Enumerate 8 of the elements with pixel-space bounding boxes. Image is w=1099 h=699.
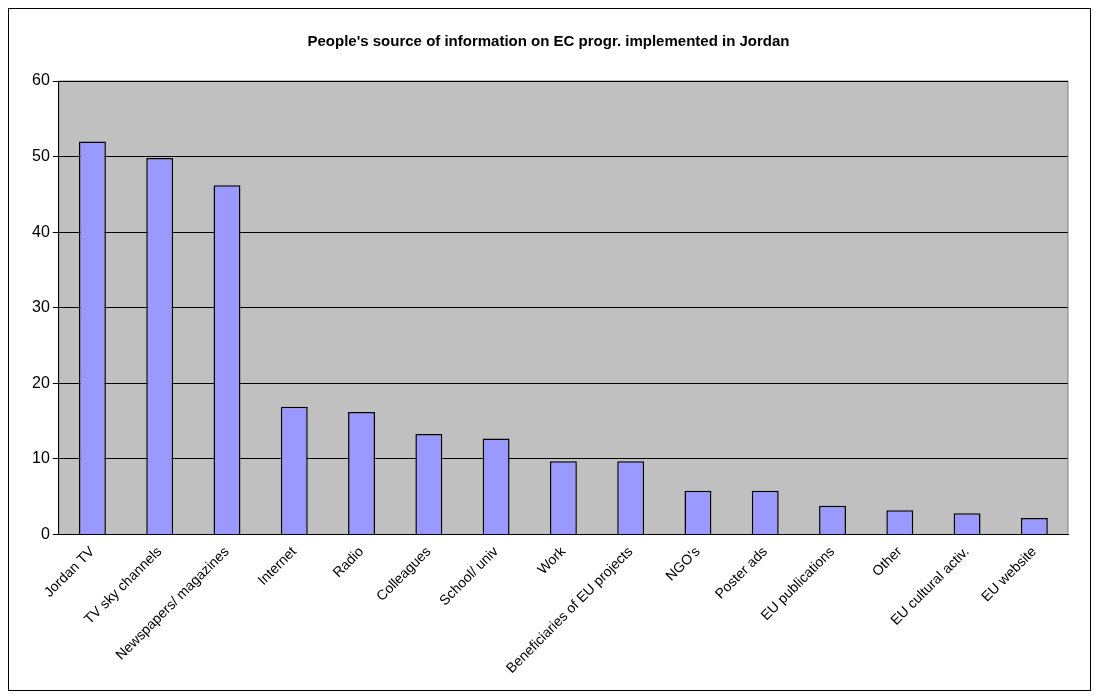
y-tick-label: 40 xyxy=(32,222,50,240)
y-tick-label: 30 xyxy=(32,298,50,316)
y-tick-label: 20 xyxy=(32,373,50,391)
y-tick-label: 0 xyxy=(40,524,50,542)
y-tick-label: 10 xyxy=(32,449,50,467)
chart-title: People's source of information on EC progr. implemented in Jordan xyxy=(307,32,790,50)
y-tick-label: 50 xyxy=(32,146,50,164)
y-tick-label: 60 xyxy=(32,71,50,89)
